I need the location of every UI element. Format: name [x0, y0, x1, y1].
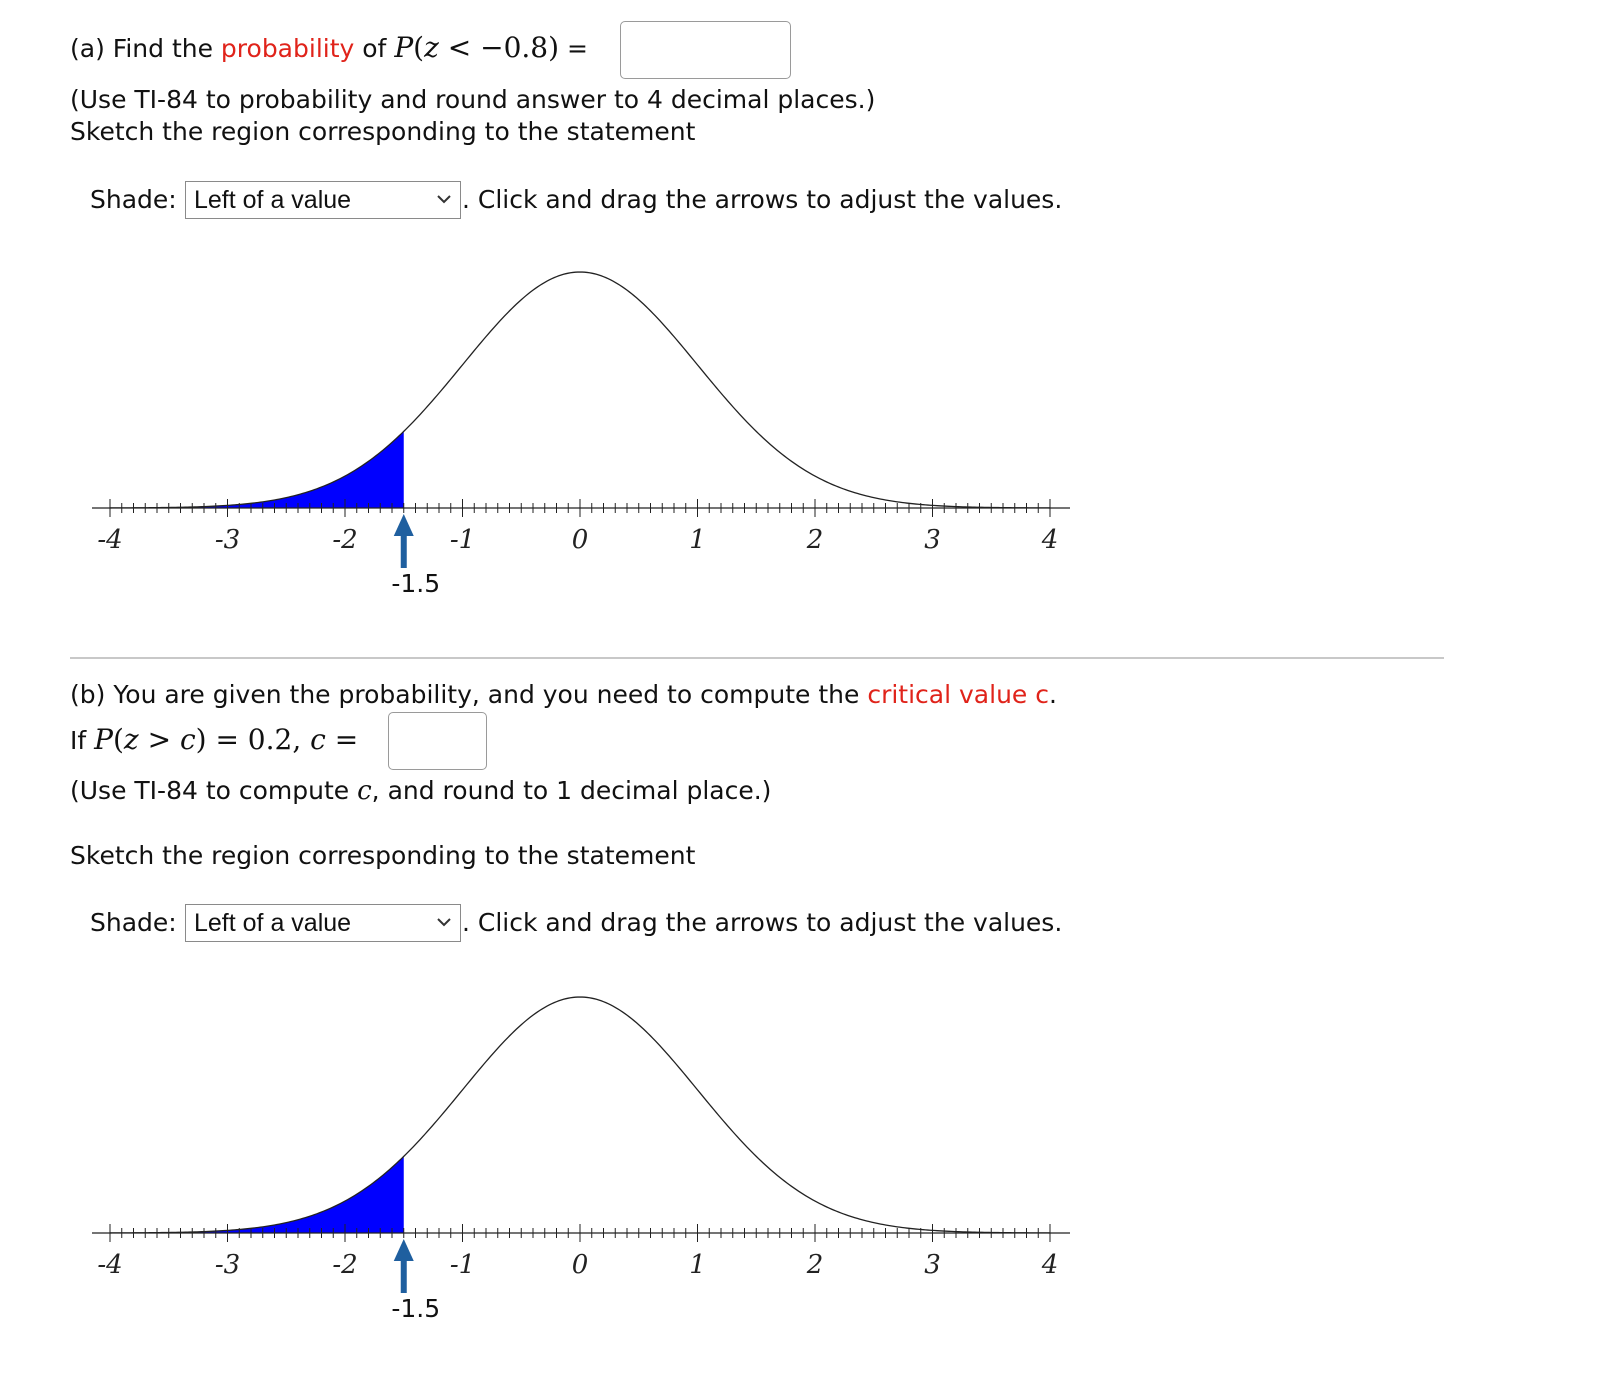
boundary-value-label: -1.5	[391, 569, 440, 598]
part-a-drag-hint: . Click and drag the arrows to adjust th…	[462, 185, 1063, 214]
shaded-region	[110, 1156, 404, 1233]
arrow-up-icon[interactable]	[393, 1239, 414, 1261]
tick-label: -4	[97, 1250, 122, 1280]
arrow-shaft[interactable]	[400, 1257, 407, 1293]
tick-label: 3	[924, 525, 941, 555]
part-a-math: P(z < −0.8)	[394, 31, 560, 64]
arrow-shaft[interactable]	[400, 532, 407, 568]
shaded-region	[110, 431, 404, 508]
part-a-answer-input[interactable]	[620, 21, 791, 79]
tick-label: 4	[1041, 1250, 1059, 1280]
chevron-down-icon	[437, 918, 451, 927]
tick-label: 0	[572, 525, 589, 555]
part-b-condition: If P(z > c) = 0.2, c =	[70, 723, 359, 756]
part-a-shade-select[interactable]: Left of a value	[185, 181, 461, 219]
critical-value-link[interactable]: critical value c	[867, 680, 1049, 709]
tick-label: 1	[689, 1250, 706, 1280]
tick-label: 2	[806, 525, 824, 555]
part-a-shade-label: Shade:	[90, 185, 177, 214]
tick-label: 4	[1041, 525, 1059, 555]
boundary-arrow-handle[interactable]	[393, 1239, 414, 1293]
part-a-instruction: (Use TI-84 to probability and round answ…	[70, 85, 876, 114]
part-b-answer-input[interactable]	[388, 712, 487, 770]
part-a-sketch-prompt: Sketch the region corresponding to the s…	[70, 117, 696, 146]
part-b-normal-chart: -4 -3 -2 -1 0 1 2 3 4 -1.5	[92, 996, 1070, 1323]
part-a-question: (a) Find the probability of P(z < −0.8) …	[70, 31, 588, 64]
normal-curve	[109, 271, 1051, 509]
part-b-sketch-prompt: Sketch the region corresponding to the s…	[70, 841, 696, 870]
part-b-instruction: (Use TI-84 to compute c, and round to 1 …	[70, 776, 772, 806]
chevron-down-icon	[437, 195, 451, 204]
boundary-value-label: -1.5	[391, 1294, 440, 1323]
tick-label: -3	[215, 525, 240, 555]
tick-label: -3	[215, 1250, 240, 1280]
tick-label: -2	[332, 525, 357, 555]
tick-label: 2	[806, 1250, 824, 1280]
part-b-math: P(z > c) = 0.2, c =	[94, 723, 359, 756]
tick-label: 0	[572, 1250, 589, 1280]
part-b-drag-hint: . Click and drag the arrows to adjust th…	[462, 908, 1063, 937]
tick-label: -4	[97, 525, 122, 555]
section-divider	[70, 657, 1444, 659]
boundary-arrow-handle[interactable]	[393, 514, 414, 568]
tick-label: -2	[332, 1250, 357, 1280]
tick-label: -1	[450, 1250, 475, 1280]
tick-label: 3	[924, 1250, 941, 1280]
part-b-shade-label: Shade:	[90, 908, 177, 937]
probability-link[interactable]: probability	[220, 34, 355, 63]
tick-label: -1	[450, 525, 475, 555]
part-a-normal-chart: -4 -3 -2 -1 0 1 2 3 4 -1.5	[92, 271, 1070, 598]
arrow-up-icon[interactable]	[393, 514, 414, 536]
normal-curve	[109, 996, 1051, 1234]
tick-label: 1	[689, 525, 706, 555]
part-b-question: (b) You are given the probability, and y…	[70, 680, 1057, 709]
part-b-shade-select[interactable]: Left of a value	[185, 904, 461, 942]
